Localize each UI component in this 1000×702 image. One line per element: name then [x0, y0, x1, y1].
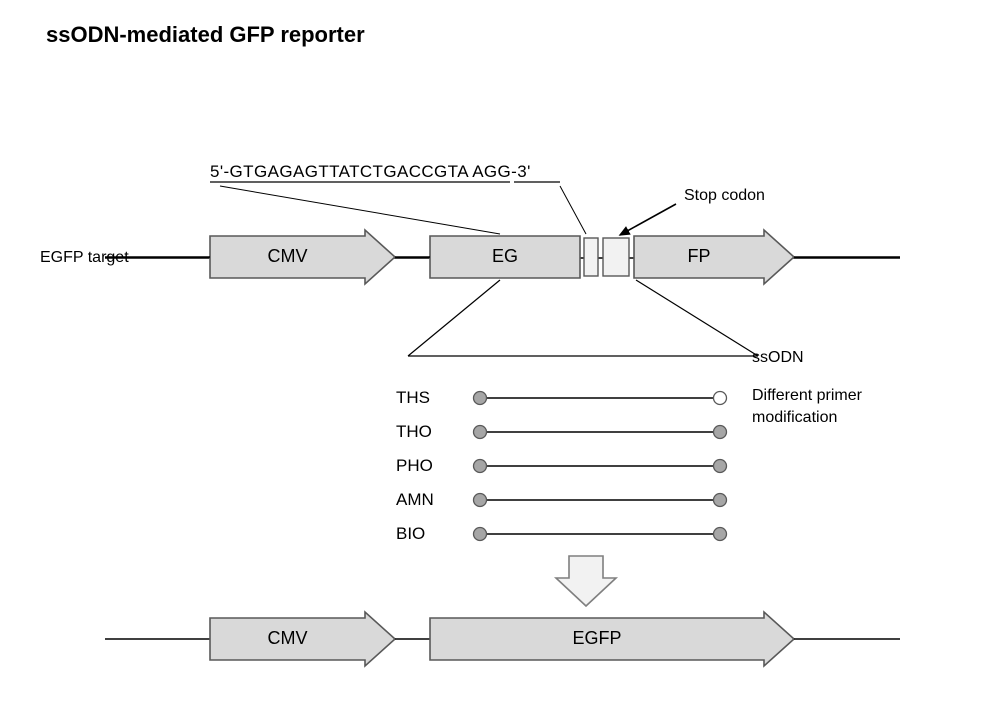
insert-box-1: [603, 238, 629, 276]
block-arrow-label: EGFP: [572, 628, 621, 648]
ssodn-marker-AMN-5p: [474, 494, 487, 507]
stop-codon-label: Stop codon: [684, 187, 765, 204]
ssodn-marker-AMN-3p: [714, 494, 727, 507]
block-arrow-label: FP: [687, 246, 710, 266]
ssodn-lead-left: [408, 280, 500, 356]
ssodn-marker-PHO-3p: [714, 460, 727, 473]
ssodn-row-THS: THS: [396, 388, 430, 407]
ssodn-row-BIO: BIO: [396, 524, 425, 543]
ssodn-row-PHO: PHO: [396, 456, 433, 475]
block-arrow-label: CMV: [268, 628, 308, 648]
ssodn-marker-THO-5p: [474, 426, 487, 439]
block-arrow-label: EG: [492, 246, 518, 266]
block-arrow: [634, 230, 794, 284]
ssodn-marker-BIO-5p: [474, 528, 487, 541]
down-arrow-icon: [556, 556, 616, 606]
ssodn-marker-THS-3p: [714, 392, 727, 405]
stop-codon-arrow: [620, 204, 676, 235]
ssodn-label: ssODN: [752, 349, 804, 366]
primer-mod-label-2: modification: [752, 409, 837, 426]
diagram-svg: EGFP targetCMVEGFPStop codon5'-GTGAGAGTT…: [0, 0, 1000, 702]
block-arrow-label: CMV: [268, 246, 308, 266]
primer-mod-label-1: Different primer: [752, 387, 863, 404]
ssodn-marker-PHO-5p: [474, 460, 487, 473]
guide-sequence: 5'-GTGAGAGTTATCTGACCGTA AGG-3': [210, 162, 531, 181]
ssodn-marker-BIO-3p: [714, 528, 727, 541]
guide-lead-2: [560, 186, 586, 234]
insert-box-0: [584, 238, 598, 276]
ssodn-marker-THS-5p: [474, 392, 487, 405]
ssodn-marker-THO-3p: [714, 426, 727, 439]
ssodn-row-THO: THO: [396, 422, 432, 441]
ssodn-lead-right: [636, 280, 758, 356]
guide-lead-1: [220, 186, 500, 234]
ssodn-row-AMN: AMN: [396, 490, 434, 509]
